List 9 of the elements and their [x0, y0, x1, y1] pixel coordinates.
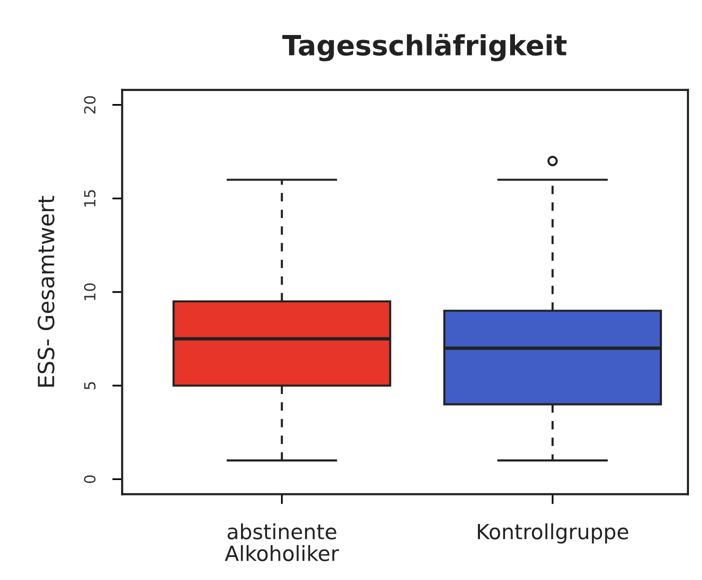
y-axis-title: ESS- Gesamtwert	[38, 196, 54, 387]
chart-title: Tagesschläfrigkeit	[282, 34, 567, 62]
x-tick-label: Kontrollgruppe	[478, 523, 628, 544]
y-tick-label: 20	[84, 96, 96, 114]
y-tick-label: 10	[84, 283, 96, 300]
y-tick-label: 5	[84, 382, 96, 390]
y-tick-label: 15	[84, 190, 96, 206]
x-tick-label: abstinente Alkoholiker	[224, 523, 340, 562]
y-tick-label: 0	[84, 475, 96, 484]
